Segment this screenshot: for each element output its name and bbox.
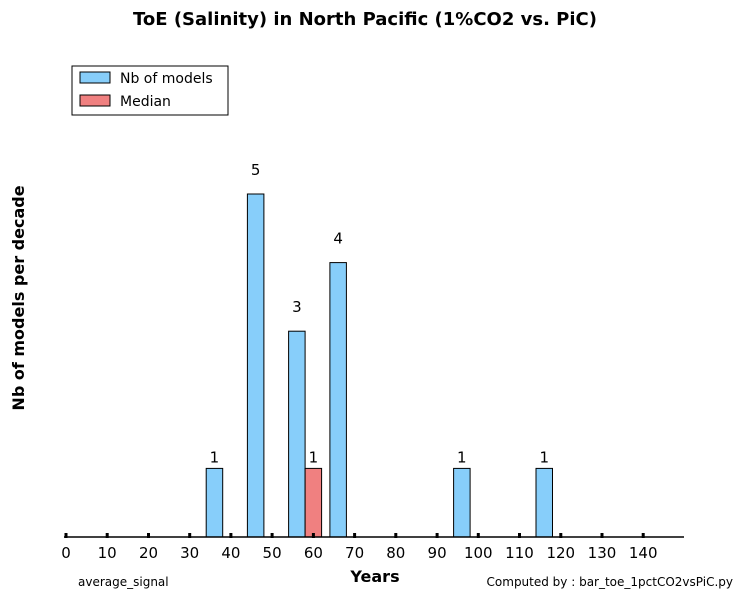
chart-title: ToE (Salinity) in North Pacific (1%CO2 v…	[133, 9, 597, 30]
bar-nb-of-models-40	[246, 193, 265, 538]
x-tick-label-100: 100	[464, 544, 493, 562]
bars	[205, 193, 553, 538]
legend-label-median: Median	[120, 94, 171, 110]
data-label-nb-of-models-110: 1	[540, 448, 550, 466]
data-label-nb-of-models-30: 1	[210, 448, 220, 466]
bar-labels: 1 5 3 4 1 1 1	[210, 161, 549, 466]
x-tick-label-130: 130	[588, 544, 617, 562]
bar-nb-of-models-30	[205, 467, 224, 538]
footer-note-right: Computed by : bar_toe_1pctCO2vsPiC.py	[487, 575, 733, 589]
data-label-median-50: 1	[309, 448, 319, 466]
x-ticks: 0 10 20 30 40 50 60 70 80 90 100 110 120 130 140	[61, 533, 658, 562]
x-tick-label-80: 80	[386, 544, 405, 562]
bar-nb-of-models-110	[535, 467, 553, 538]
legend-swatch-nb-of-models	[79, 71, 111, 84]
x-tick-label-0: 0	[61, 544, 71, 562]
bar-nb-of-models-60	[329, 262, 347, 538]
data-label-nb-of-models-40: 5	[251, 161, 261, 179]
data-label-nb-of-models-50: 3	[292, 298, 302, 316]
legend: Nb of models Median	[71, 65, 229, 116]
bar-median-50	[304, 467, 323, 538]
x-tick-label-10: 10	[98, 544, 117, 562]
x-axis-label: Years	[349, 567, 399, 586]
x-tick-label-70: 70	[345, 544, 364, 562]
legend-label-nb-of-models: Nb of models	[120, 71, 213, 87]
footer-note-left: average_signal	[78, 575, 169, 589]
bar-nb-of-models-50	[288, 330, 306, 538]
legend-swatch-median	[79, 94, 111, 107]
x-tick-label-50: 50	[263, 544, 282, 562]
x-tick-label-30: 30	[180, 544, 199, 562]
y-axis-label: Nb of models per decade	[9, 185, 28, 410]
x-tick-label-60: 60	[304, 544, 323, 562]
x-tick-label-40: 40	[221, 544, 240, 562]
data-label-nb-of-models-90: 1	[457, 448, 467, 466]
x-tick-label-110: 110	[505, 544, 534, 562]
x-tick-label-20: 20	[139, 544, 158, 562]
bar-nb-of-models-90	[453, 467, 471, 538]
x-tick-label-140: 140	[629, 544, 658, 562]
data-label-nb-of-models-60: 4	[333, 230, 343, 248]
x-tick-label-120: 120	[546, 544, 575, 562]
x-tick-label-90: 90	[428, 544, 447, 562]
